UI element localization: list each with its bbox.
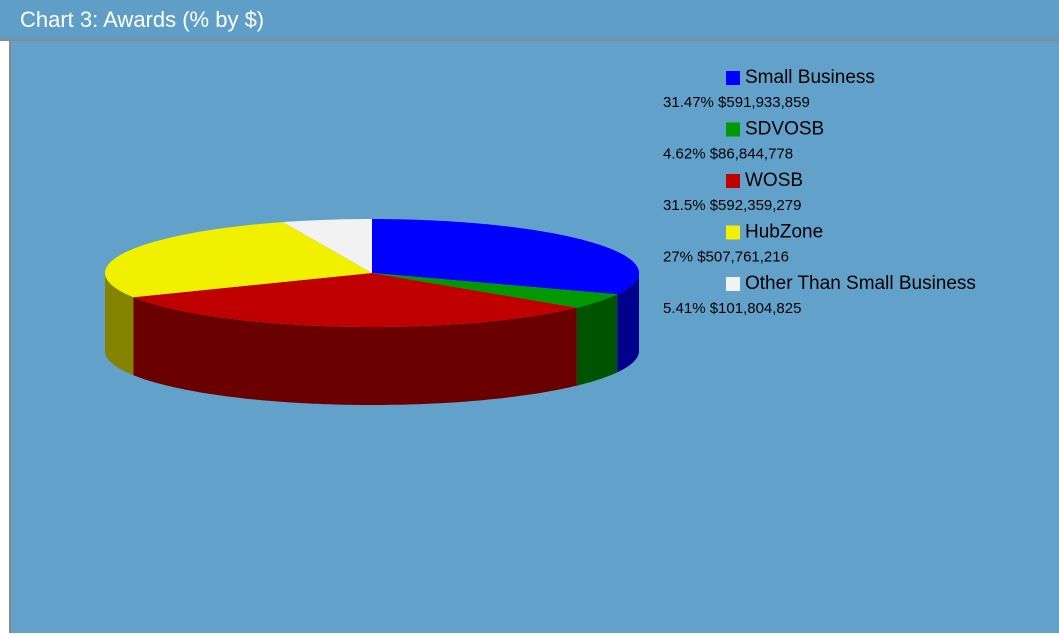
legend-swatch	[726, 277, 740, 291]
pie-slice	[372, 273, 618, 308]
title-bar	[0, 0, 1059, 40]
legend-swatch	[726, 122, 740, 137]
pie-side	[105, 273, 134, 376]
pie-slice	[283, 219, 372, 273]
pie-slice	[372, 219, 639, 295]
legend-label: Other Than Small Business	[745, 273, 976, 294]
pie-side	[576, 294, 618, 386]
value-label: 5.41% $101,804,825	[663, 300, 801, 317]
value-label: 31.47% $591,933,859	[663, 94, 810, 111]
pie-side	[133, 297, 577, 405]
value-label: 27% $507,761,216	[663, 248, 789, 265]
pie-slice	[105, 222, 372, 298]
chart-title: Chart 3: Awards (% by $)	[20, 7, 264, 32]
legend-label: HubZone	[745, 222, 823, 243]
legend-swatch	[726, 174, 740, 188]
legend-label: Small Business	[745, 67, 875, 88]
value-label: 31.5% $592,359,279	[663, 197, 801, 214]
pie-side	[617, 273, 639, 373]
legend-label: SDVOSB	[745, 119, 824, 140]
value-label: 4.62% $86,844,778	[663, 145, 793, 162]
legend-swatch	[726, 71, 740, 85]
legend-label: WOSB	[745, 170, 803, 191]
pie-slice	[133, 273, 577, 327]
legend-swatch	[726, 225, 740, 240]
